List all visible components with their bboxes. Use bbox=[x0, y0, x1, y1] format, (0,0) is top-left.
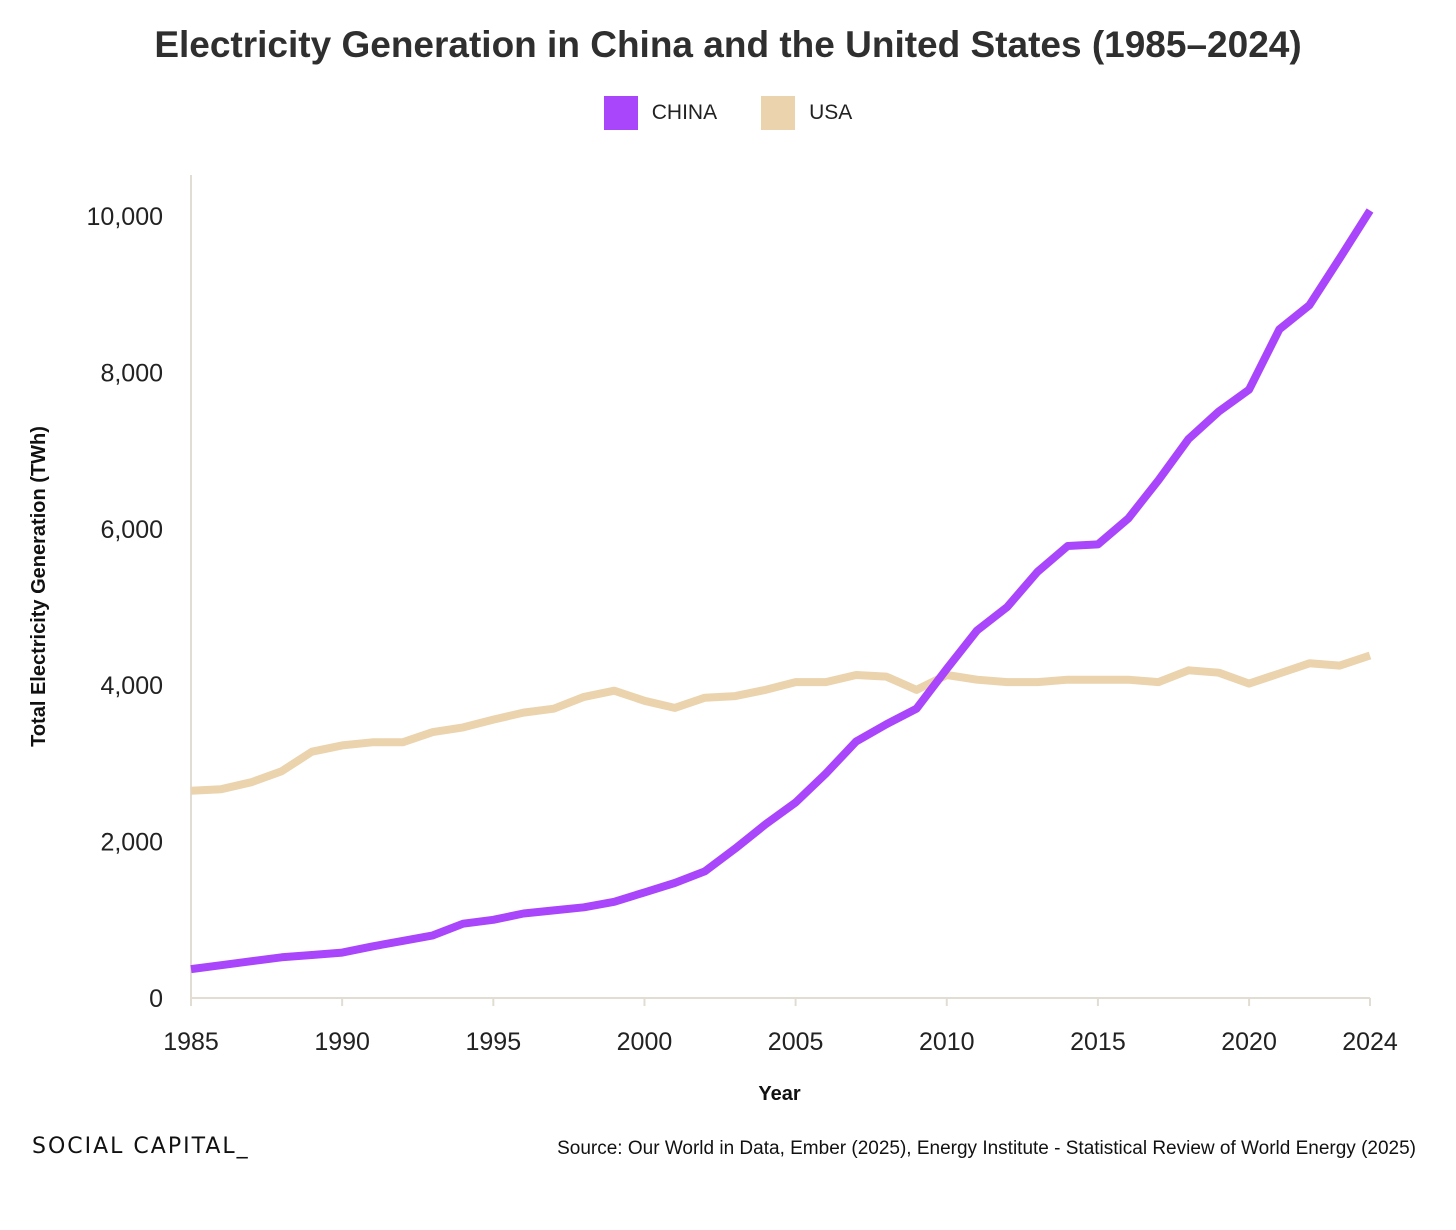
y-tick-label: 0 bbox=[149, 985, 163, 1013]
series-line-china bbox=[190, 208, 1374, 974]
x-tick-label: 2000 bbox=[617, 1028, 673, 1056]
y-tick-label: 10,000 bbox=[87, 203, 163, 231]
legend-swatch-china bbox=[603, 96, 638, 130]
x-axis-title: Year bbox=[758, 1083, 800, 1105]
legend: CHINA USA bbox=[0, 96, 1456, 130]
legend-swatch-usa bbox=[761, 96, 796, 130]
x-tick-label: 2015 bbox=[1070, 1028, 1126, 1056]
source-note: Source: Our World in Data, Ember (2025),… bbox=[557, 1138, 1416, 1159]
series-lines bbox=[190, 208, 1374, 974]
legend-item-china: CHINA bbox=[603, 96, 718, 130]
legend-item-usa: USA bbox=[761, 96, 852, 130]
x-tick-label: 2024 bbox=[1342, 1028, 1398, 1056]
tick-labels: 0 2,000 4,000 6,000 8,000 10,000 1985 1990 1995 2… bbox=[87, 203, 1398, 1056]
x-tick-label: 2005 bbox=[768, 1028, 824, 1056]
legend-label-usa: USA bbox=[809, 101, 853, 124]
y-tick-label: 6,000 bbox=[100, 516, 163, 544]
y-tick-label: 8,000 bbox=[100, 359, 163, 387]
y-tick-label: 2,000 bbox=[100, 829, 163, 857]
series-line-usa bbox=[190, 651, 1372, 795]
legend-label-china: CHINA bbox=[651, 101, 718, 124]
x-tick-label: 2020 bbox=[1221, 1028, 1277, 1056]
x-tick-label: 1995 bbox=[465, 1028, 521, 1056]
brand-logo: SOCIAL CAPITAL_ bbox=[32, 1134, 250, 1159]
x-tick-label: 1985 bbox=[163, 1028, 219, 1056]
x-tick-label: 1990 bbox=[314, 1028, 370, 1056]
y-axis-title: Total Electricity Generation (TWh) bbox=[28, 426, 50, 747]
x-tick-label: 2010 bbox=[919, 1028, 975, 1056]
chart-title: Electricity Generation in China and the … bbox=[154, 24, 1302, 65]
axes bbox=[190, 175, 1371, 1006]
y-tick-label: 4,000 bbox=[100, 672, 163, 700]
